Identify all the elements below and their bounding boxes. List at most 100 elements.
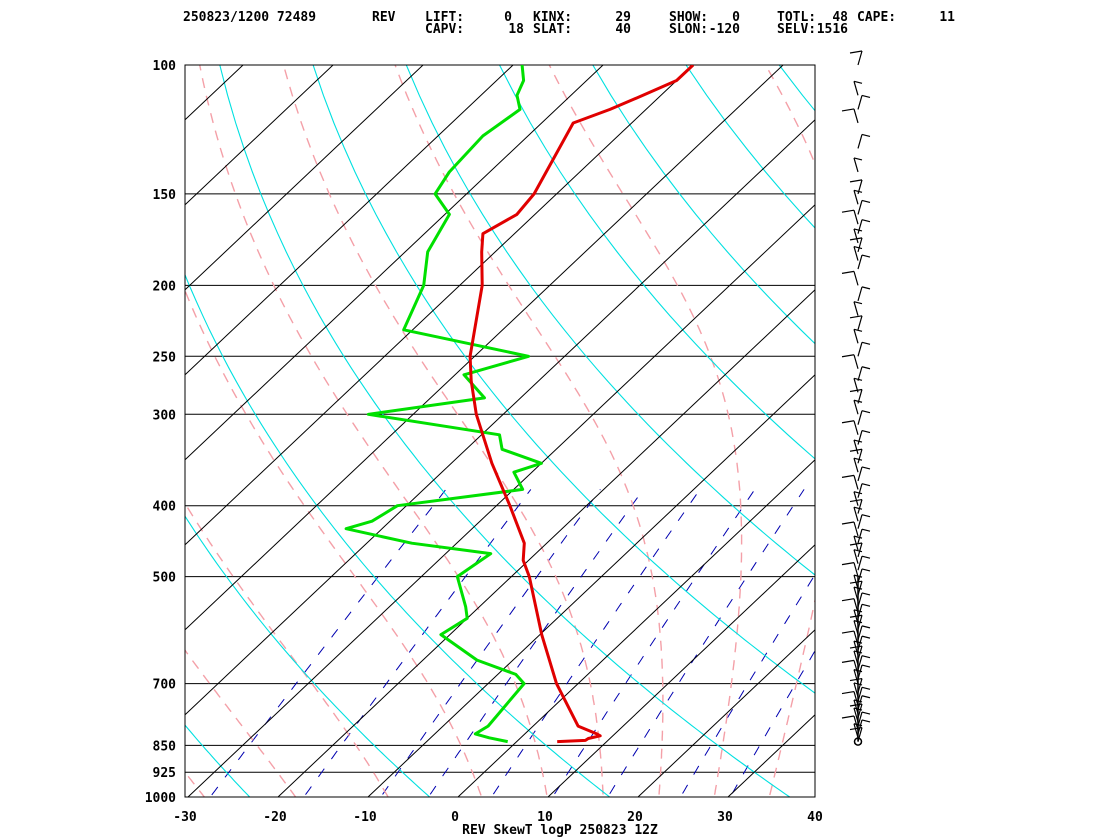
index-value: -120 xyxy=(708,22,740,37)
wind-barb-flag xyxy=(861,286,871,290)
wind-barb-flag xyxy=(861,603,871,607)
index-label: SLON: xyxy=(669,22,709,37)
wind-barb-flag xyxy=(861,568,871,572)
wind-barb-flag xyxy=(853,535,863,539)
wind-barb-staff xyxy=(857,200,863,215)
wind-barb-flag xyxy=(861,466,871,470)
wind-barb-flag xyxy=(861,695,871,699)
isotherm xyxy=(277,289,815,797)
profiles xyxy=(344,65,695,744)
wind-barb-flag xyxy=(861,483,871,487)
wind-barb-staff xyxy=(857,286,863,302)
plot-frame xyxy=(184,64,816,798)
wind-barb-staff xyxy=(853,439,859,455)
sounding-stamp: 250823/1200 72489 xyxy=(183,10,317,25)
wind-barb-flag xyxy=(853,189,863,193)
temperature-tick-label: 0 xyxy=(451,810,459,825)
dry-adiabat xyxy=(778,65,815,112)
wind-barb-flag xyxy=(841,270,855,274)
dry-adiabat xyxy=(1059,65,1120,813)
dry-adiabat xyxy=(219,65,791,797)
temperature-tick-label: 40 xyxy=(807,810,823,825)
moist-adiabat xyxy=(185,502,389,797)
wind-barb-staff xyxy=(857,466,863,482)
chart-title: REV SkewT logP 250823 12Z xyxy=(462,823,658,838)
wind-barb-flag xyxy=(841,630,855,634)
wind-barb-flag xyxy=(841,420,855,424)
isotherm xyxy=(185,119,815,716)
dry-adiabat xyxy=(185,515,431,797)
wind-barb-flag xyxy=(841,598,855,602)
pressure-tick-label: 250 xyxy=(153,350,177,365)
isotherm xyxy=(0,49,170,813)
wind-barb-flag xyxy=(849,677,863,682)
wind-barb-staff xyxy=(853,81,859,96)
temperature-tick-label: 20 xyxy=(627,810,643,825)
index-value: 0 xyxy=(732,10,740,25)
moist-adiabat xyxy=(199,65,548,797)
moist-adiabat xyxy=(548,65,743,797)
wind-barb-staff xyxy=(857,449,863,464)
dewpoint-line xyxy=(344,65,543,744)
isotherm xyxy=(185,65,604,461)
pressure-tick-label: 150 xyxy=(153,188,177,203)
dry-adiabat xyxy=(185,273,611,797)
wind-barb-flag xyxy=(853,157,863,161)
wind-barb-flag xyxy=(861,366,871,370)
wind-barb-flag xyxy=(841,209,855,213)
index-label: KINX: xyxy=(533,10,573,25)
wind-barb-flag xyxy=(861,199,871,203)
isotherm xyxy=(185,65,694,546)
wind-barb-staff xyxy=(857,219,863,234)
wind-barb-staff xyxy=(857,542,863,558)
calm-wind-circle xyxy=(853,737,863,746)
isotherm xyxy=(185,65,244,121)
wind-barb-flag xyxy=(853,439,863,443)
wind-barb-staff xyxy=(853,108,859,124)
wind-barb-staff xyxy=(857,50,863,66)
temperature-tick-label: -30 xyxy=(173,810,197,825)
moist-adiabat xyxy=(764,65,815,797)
wind-barb-staff xyxy=(853,378,859,393)
pressure-tick-label: 400 xyxy=(153,500,177,515)
index-value: 40 xyxy=(615,22,631,37)
isotherm xyxy=(185,65,334,206)
dry-adiabat xyxy=(405,65,815,576)
wind-barb-flag xyxy=(861,133,871,137)
wind-barb-flag xyxy=(861,410,871,414)
wind-barb-flag xyxy=(849,448,863,452)
wind-barb-flag xyxy=(853,80,863,84)
isotherm xyxy=(185,65,784,631)
wind-barb-flag xyxy=(841,659,855,663)
wind-barb-staff xyxy=(857,499,863,514)
wind-barb-flag xyxy=(861,592,871,596)
wind-barb-flag xyxy=(861,429,871,434)
wind-barb-staff xyxy=(857,483,863,498)
dry-adiabat xyxy=(499,65,815,460)
station-id: REV xyxy=(372,10,396,25)
wind-barb-flag xyxy=(853,328,863,332)
pressure-tick-label: 100 xyxy=(153,59,177,74)
dry-adiabat xyxy=(0,65,82,813)
moist-adiabat xyxy=(282,65,604,797)
wind-barb-staff xyxy=(857,514,863,529)
wind-barb-staff xyxy=(857,134,863,149)
index-value: 0 xyxy=(504,10,512,25)
index-label: SLAT: xyxy=(533,22,573,37)
wind-barb-staff xyxy=(857,179,863,195)
wind-barb-staff xyxy=(857,315,863,330)
wind-barb-staff xyxy=(853,246,859,261)
wind-barb-staff xyxy=(857,95,863,110)
mixing-ratio-line xyxy=(427,489,644,797)
temperature-line xyxy=(468,65,695,744)
wind-barb-staff xyxy=(857,430,863,445)
index-value: 48 xyxy=(832,10,848,25)
wind-barb-staff xyxy=(853,458,859,473)
wind-barb-flag xyxy=(853,228,863,232)
index-label: LIFT: xyxy=(425,10,465,25)
wind-barb-flag xyxy=(849,388,863,393)
isotherm xyxy=(727,714,815,797)
moist-adiabat xyxy=(820,65,1000,813)
wind-barb-flag xyxy=(861,686,871,690)
